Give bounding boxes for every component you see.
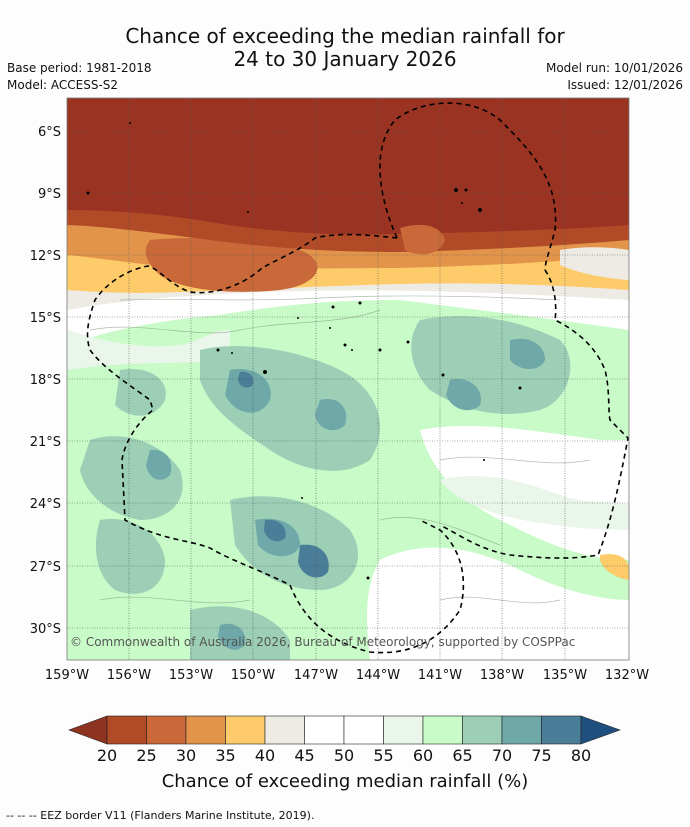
islands bbox=[86, 122, 522, 580]
lat-label: 24°S bbox=[30, 497, 61, 512]
eez-east bbox=[439, 269, 629, 559]
colorbar-swatch bbox=[225, 715, 266, 745]
colorbar-arrow-low bbox=[68, 715, 108, 745]
colorbar-swatch bbox=[383, 715, 424, 745]
lat-label: 9°S bbox=[38, 187, 61, 202]
teal-core-1 bbox=[225, 369, 271, 413]
neutral-south bbox=[367, 547, 629, 660]
map-title-line1: Chance of exceeding the median rainfall … bbox=[125, 24, 565, 48]
colorbar-tick-label: 40 bbox=[255, 746, 275, 765]
colorbar-tick-label: 45 bbox=[294, 746, 314, 765]
lon-label: 156°W bbox=[107, 668, 151, 683]
lat-label: 27°S bbox=[30, 560, 61, 575]
wet-region-southwest bbox=[95, 519, 165, 594]
map-frame bbox=[66, 97, 630, 661]
lon-label: 153°W bbox=[169, 668, 213, 683]
eez-legend-note: -- -- -- EEZ border V11 (Flanders Marine… bbox=[6, 809, 315, 822]
teal-core-6 bbox=[146, 449, 172, 480]
dry-patch bbox=[400, 224, 445, 255]
blue-core-1 bbox=[298, 544, 329, 578]
colorbar-tick-label: 25 bbox=[136, 746, 156, 765]
blue-core-3 bbox=[238, 371, 254, 388]
colorbar-swatch bbox=[146, 715, 187, 745]
eez-northeast bbox=[379, 102, 557, 271]
colorbar-tick-label: 60 bbox=[413, 746, 433, 765]
near-median-band bbox=[67, 290, 629, 345]
blue-core-2 bbox=[264, 519, 286, 542]
dry-band-below-20 bbox=[67, 98, 629, 235]
model-run: Model run: 10/01/2026 bbox=[545, 61, 683, 75]
eez-central bbox=[86, 233, 465, 654]
lon-axis: 159°W 156°W 153°W 150°W 147°W 144°W 141°… bbox=[45, 668, 649, 683]
lat-label: 15°S bbox=[30, 311, 61, 326]
colorbar-tick-label: 55 bbox=[373, 746, 393, 765]
eez-borders bbox=[86, 102, 629, 654]
map-area bbox=[67, 98, 629, 660]
colorbar-tick-label: 80 bbox=[571, 746, 591, 765]
colorbar-swatch bbox=[541, 715, 582, 745]
model-name: Model: ACCESS-S2 bbox=[7, 78, 119, 92]
lat-label: 30°S bbox=[30, 622, 61, 637]
colorbar-swatch bbox=[501, 715, 542, 745]
colorbar-tick-label: 75 bbox=[531, 746, 551, 765]
lon-label: 144°W bbox=[356, 668, 400, 683]
colorbar-swatch bbox=[106, 715, 147, 745]
colorbar-tick-label: 70 bbox=[492, 746, 512, 765]
colorbar-swatch bbox=[422, 715, 463, 745]
lon-label: 138°W bbox=[480, 668, 524, 683]
lat-label: 18°S bbox=[30, 373, 61, 388]
lon-label: 159°W bbox=[45, 668, 89, 683]
lat-axis: 6°S 9°S 12°S 15°S 18°S 21°S 24°S 27°S 30… bbox=[30, 125, 61, 637]
light-green-west bbox=[67, 330, 230, 370]
colorbar-tick-label: 20 bbox=[97, 746, 117, 765]
colorbar-tick-label: 50 bbox=[334, 746, 354, 765]
dry-patch-se bbox=[600, 554, 629, 580]
colorbar-tick-label: 30 bbox=[176, 746, 196, 765]
colorbar-swatch bbox=[343, 715, 384, 745]
lon-label: 150°W bbox=[231, 668, 275, 683]
teal-core-3 bbox=[510, 338, 545, 369]
map-title-line2: 24 to 30 January 2026 bbox=[233, 47, 457, 71]
colorbar-swatch bbox=[462, 715, 503, 745]
colorbar: 20 25 30 35 40 45 50 55 60 65 70 75 80 bbox=[68, 715, 621, 765]
lon-label: 135°W bbox=[543, 668, 587, 683]
lon-label: 141°W bbox=[418, 668, 462, 683]
lat-label: 21°S bbox=[30, 435, 61, 450]
teal-core-4 bbox=[446, 379, 481, 411]
lon-label: 147°W bbox=[294, 668, 338, 683]
colorbar-swatch bbox=[185, 715, 226, 745]
lat-label: 6°S bbox=[38, 125, 61, 140]
graticule bbox=[67, 98, 629, 660]
colorbar-swatch bbox=[304, 715, 345, 745]
colorbar-arrow-high bbox=[580, 715, 621, 745]
colorbar-tick-label: 35 bbox=[215, 746, 235, 765]
teal-core-2 bbox=[315, 399, 347, 431]
copyright-text: © Commonwealth of Australia 2026, Bureau… bbox=[70, 635, 575, 649]
colorbar-title: Chance of exceeding median rainfall (%) bbox=[161, 771, 529, 792]
lat-label: 12°S bbox=[30, 249, 61, 264]
base-period: Base period: 1981-2018 bbox=[7, 61, 152, 75]
lon-label: 132°W bbox=[605, 668, 649, 683]
issued-date: Issued: 12/01/2026 bbox=[567, 78, 683, 92]
colorbar-swatch bbox=[264, 715, 305, 745]
teal-core-7 bbox=[218, 623, 246, 650]
dry-band-25-30 bbox=[145, 238, 318, 292]
neutral-patch-ne bbox=[560, 247, 629, 280]
colorbar-tick-label: 65 bbox=[452, 746, 472, 765]
